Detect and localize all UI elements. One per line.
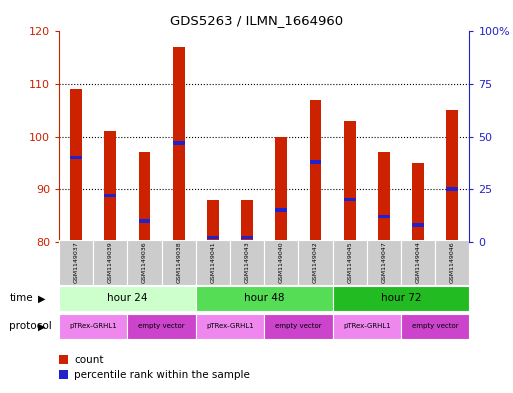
Text: GSM1149039: GSM1149039 (108, 241, 113, 283)
Text: protocol: protocol (9, 321, 52, 331)
Bar (332, 314, 401, 339)
Text: GSM1149046: GSM1149046 (450, 242, 455, 283)
Text: GSM1149036: GSM1149036 (142, 242, 147, 283)
Text: GSM1149045: GSM1149045 (347, 242, 352, 283)
Bar (412, 163, 424, 242)
Bar (401, 240, 435, 285)
Bar (378, 215, 390, 218)
Text: ▶: ▶ (38, 293, 46, 303)
Text: GSM1149047: GSM1149047 (381, 241, 386, 283)
Bar (196, 240, 230, 285)
Bar (93, 240, 127, 285)
Text: GDS5263 / ILMN_1664960: GDS5263 / ILMN_1664960 (170, 14, 343, 27)
Bar (104, 194, 116, 197)
Bar (332, 286, 469, 311)
Text: empty vector: empty vector (139, 323, 185, 329)
Bar (401, 314, 469, 339)
Bar (139, 219, 150, 222)
Bar (127, 314, 196, 339)
Bar (139, 152, 150, 242)
Text: hour 48: hour 48 (244, 293, 284, 303)
Text: time: time (9, 293, 33, 303)
Text: hour 72: hour 72 (381, 293, 421, 303)
Bar (344, 121, 356, 242)
Text: GSM1149037: GSM1149037 (73, 241, 78, 283)
Bar (59, 286, 196, 311)
Bar (378, 152, 390, 242)
Text: GSM1149043: GSM1149043 (245, 241, 250, 283)
Bar (196, 286, 332, 311)
Bar (196, 314, 264, 339)
Bar (367, 240, 401, 285)
Text: hour 24: hour 24 (107, 293, 148, 303)
Text: GSM1149044: GSM1149044 (416, 241, 421, 283)
Text: GSM1149038: GSM1149038 (176, 242, 181, 283)
Bar (435, 240, 469, 285)
Bar (264, 240, 299, 285)
Text: empty vector: empty vector (275, 323, 322, 329)
Bar (264, 314, 332, 339)
Text: pTRex-GRHL1: pTRex-GRHL1 (343, 323, 391, 329)
Bar (309, 100, 322, 242)
Bar (446, 110, 458, 242)
Text: ▶: ▶ (38, 321, 46, 332)
Bar (59, 314, 127, 339)
Bar (241, 236, 253, 239)
Bar (104, 131, 116, 242)
Text: count: count (74, 355, 104, 365)
Bar (412, 223, 424, 227)
Bar (207, 236, 219, 239)
Bar (241, 200, 253, 242)
Bar (309, 160, 322, 163)
Bar (162, 240, 196, 285)
Text: pTRex-GRHL1: pTRex-GRHL1 (69, 323, 117, 329)
Bar (173, 141, 185, 145)
Bar (70, 89, 82, 242)
Bar (299, 240, 332, 285)
Bar (173, 47, 185, 242)
Text: GSM1149042: GSM1149042 (313, 241, 318, 283)
Text: GSM1149040: GSM1149040 (279, 242, 284, 283)
Bar (207, 200, 219, 242)
Bar (127, 240, 162, 285)
Bar (446, 187, 458, 191)
Bar (230, 240, 264, 285)
Text: percentile rank within the sample: percentile rank within the sample (74, 370, 250, 380)
Bar (59, 240, 93, 285)
Bar (344, 198, 356, 202)
Text: GSM1149041: GSM1149041 (210, 242, 215, 283)
Bar (275, 136, 287, 242)
Text: empty vector: empty vector (412, 323, 459, 329)
Bar (70, 156, 82, 160)
Bar (275, 208, 287, 212)
Text: pTRex-GRHL1: pTRex-GRHL1 (206, 323, 254, 329)
Bar (332, 240, 367, 285)
